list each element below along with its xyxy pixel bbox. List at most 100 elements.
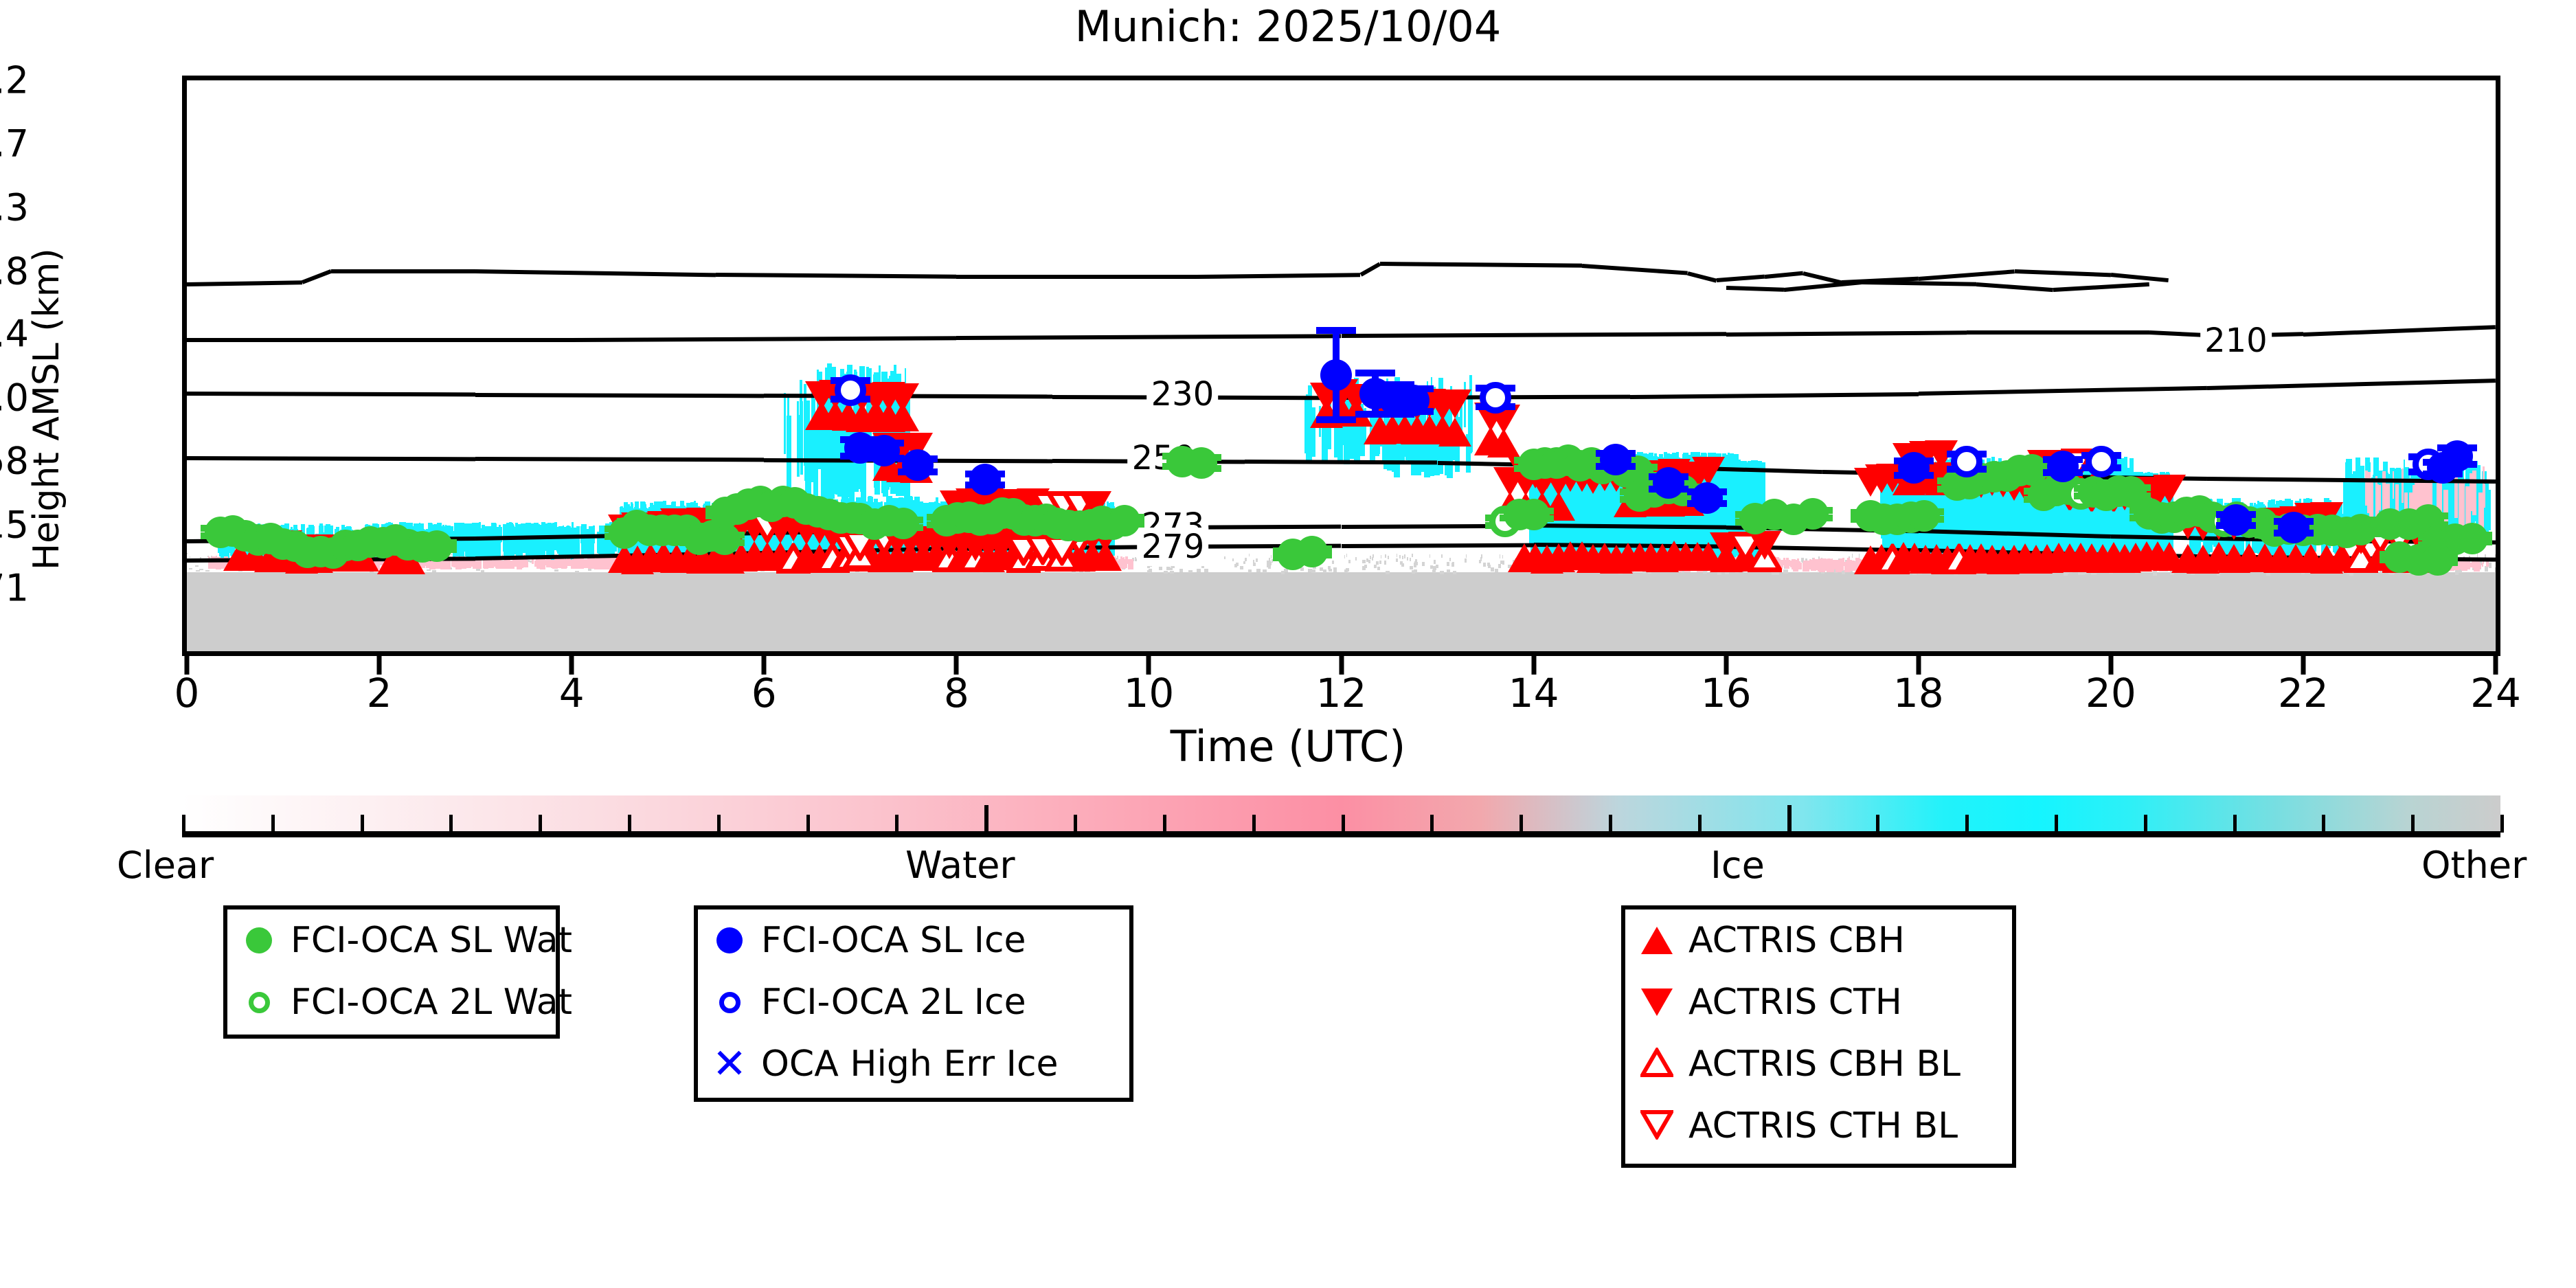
- x-tick-label: 16: [1700, 670, 1752, 716]
- other-speckle: [1328, 568, 1332, 572]
- x-tick-label: 8: [943, 670, 969, 716]
- cloud-pixel: [1127, 559, 1134, 569]
- other-speckle: [2152, 570, 2157, 576]
- other-speckle: [1248, 553, 1250, 557]
- plot-canvas: 210230250273279: [187, 80, 2496, 651]
- other-speckle: [1480, 557, 1482, 561]
- x-tick: [1531, 651, 1537, 675]
- other-speckle: [1346, 568, 1350, 572]
- other-speckle: [1169, 570, 1174, 574]
- other-speckle: [1465, 554, 1467, 558]
- cloud-pixel: [493, 559, 497, 567]
- other-speckle: [1841, 570, 1846, 575]
- cloud-pixel: [578, 556, 585, 569]
- other-speckle: [1387, 556, 1389, 560]
- x-tick-label: 22: [2278, 670, 2329, 716]
- other-speckle: [2485, 566, 2489, 572]
- other-speckle: [1332, 560, 1335, 564]
- cloud-pixel: [534, 528, 539, 551]
- terrain-band: [187, 572, 2496, 651]
- cloud-pixel: [539, 561, 544, 569]
- other-speckle: [1464, 558, 1467, 563]
- plot-area[interactable]: 210230250273279: [182, 76, 2500, 656]
- y-tick-label: 4.15: [0, 503, 29, 547]
- other-speckle: [2488, 563, 2492, 569]
- other-speckle: [1434, 560, 1436, 564]
- other-speckle: [1498, 564, 1502, 568]
- cloud-pixel: [509, 561, 515, 569]
- x-tick: [376, 651, 382, 675]
- other-speckle: [205, 570, 210, 572]
- x-tick-label: 2: [366, 670, 392, 716]
- other-speckle: [1234, 563, 1237, 567]
- other-speckle: [2494, 554, 2496, 560]
- cloud-pixel: [546, 560, 551, 568]
- other-speckle: [1372, 554, 1374, 558]
- x-tick-label: 10: [1123, 670, 1175, 716]
- other-speckle: [1402, 556, 1404, 560]
- x-axis-label: Time (UTC): [1170, 721, 1406, 771]
- other-speckle: [1802, 558, 1804, 563]
- other-speckle: [1414, 563, 1417, 567]
- cloud-pixel: [469, 532, 471, 546]
- other-speckle: [1252, 559, 1255, 563]
- cloud-pixel: [800, 400, 804, 475]
- other-speckle: [1422, 562, 1425, 566]
- cloud-pixel: [488, 530, 493, 556]
- cloud-pixel: [1809, 559, 1811, 566]
- other-speckle: [1346, 554, 1348, 558]
- other-speckle: [199, 557, 202, 559]
- other-speckle: [2495, 567, 2496, 573]
- other-speckle: [1399, 554, 1401, 558]
- cloud-pixel: [591, 530, 594, 547]
- other-speckle: [2454, 569, 2459, 575]
- other-speckle: [1502, 561, 1504, 565]
- other-speckle: [2479, 560, 2482, 566]
- cloud-pixel: [488, 559, 493, 568]
- other-speckle: [1240, 566, 1243, 570]
- other-speckle: [1256, 569, 1261, 572]
- other-speckle: [1401, 563, 1405, 567]
- other-speckle: [1441, 554, 1443, 558]
- cloud-pixel: [1728, 452, 1730, 469]
- other-speckle: [1320, 567, 1324, 572]
- x-tick: [761, 651, 767, 675]
- cloud-pixel: [550, 560, 553, 565]
- other-speckle: [1322, 569, 1327, 574]
- other-speckle: [1247, 569, 1252, 574]
- other-speckle: [554, 569, 558, 572]
- cloud-pixel: [586, 530, 591, 554]
- other-speckle: [2081, 570, 2085, 576]
- other-speckle: [1488, 564, 1491, 569]
- y-axis-label: Height AMSL (km): [26, 248, 67, 570]
- other-speckle: [501, 556, 504, 558]
- other-speckle: [1783, 569, 1787, 574]
- other-speckle: [1135, 558, 1137, 561]
- other-speckle: [528, 559, 530, 562]
- other-speckle: [1163, 570, 1168, 574]
- other-speckle: [1280, 570, 1285, 574]
- other-speckle: [209, 556, 211, 558]
- x-tick-label: 0: [174, 670, 200, 716]
- other-speckle: [2458, 567, 2462, 574]
- y-tick-label: 21.3: [0, 185, 29, 229]
- x-tick-label: 14: [1508, 670, 1559, 716]
- x-tick: [569, 651, 574, 675]
- other-speckle: [196, 569, 200, 572]
- cloud-pixel: [797, 414, 800, 477]
- cloud-pixel: [783, 393, 786, 455]
- other-speckle: [1267, 565, 1272, 569]
- other-speckle: [1702, 569, 1707, 574]
- cloud-pixel: [545, 530, 547, 545]
- cloud-pixel: [596, 531, 601, 554]
- x-tick: [2301, 651, 2306, 675]
- other-speckle: [1502, 554, 1504, 559]
- other-speckle: [530, 560, 532, 563]
- other-speckle: [1479, 559, 1481, 563]
- other-speckle: [427, 569, 431, 572]
- cloud-pixel: [515, 522, 519, 547]
- cloud-pixel: [526, 531, 530, 552]
- cloud-pixel: [600, 530, 605, 556]
- other-speckle: [1201, 565, 1204, 568]
- other-speckle: [1333, 569, 1337, 573]
